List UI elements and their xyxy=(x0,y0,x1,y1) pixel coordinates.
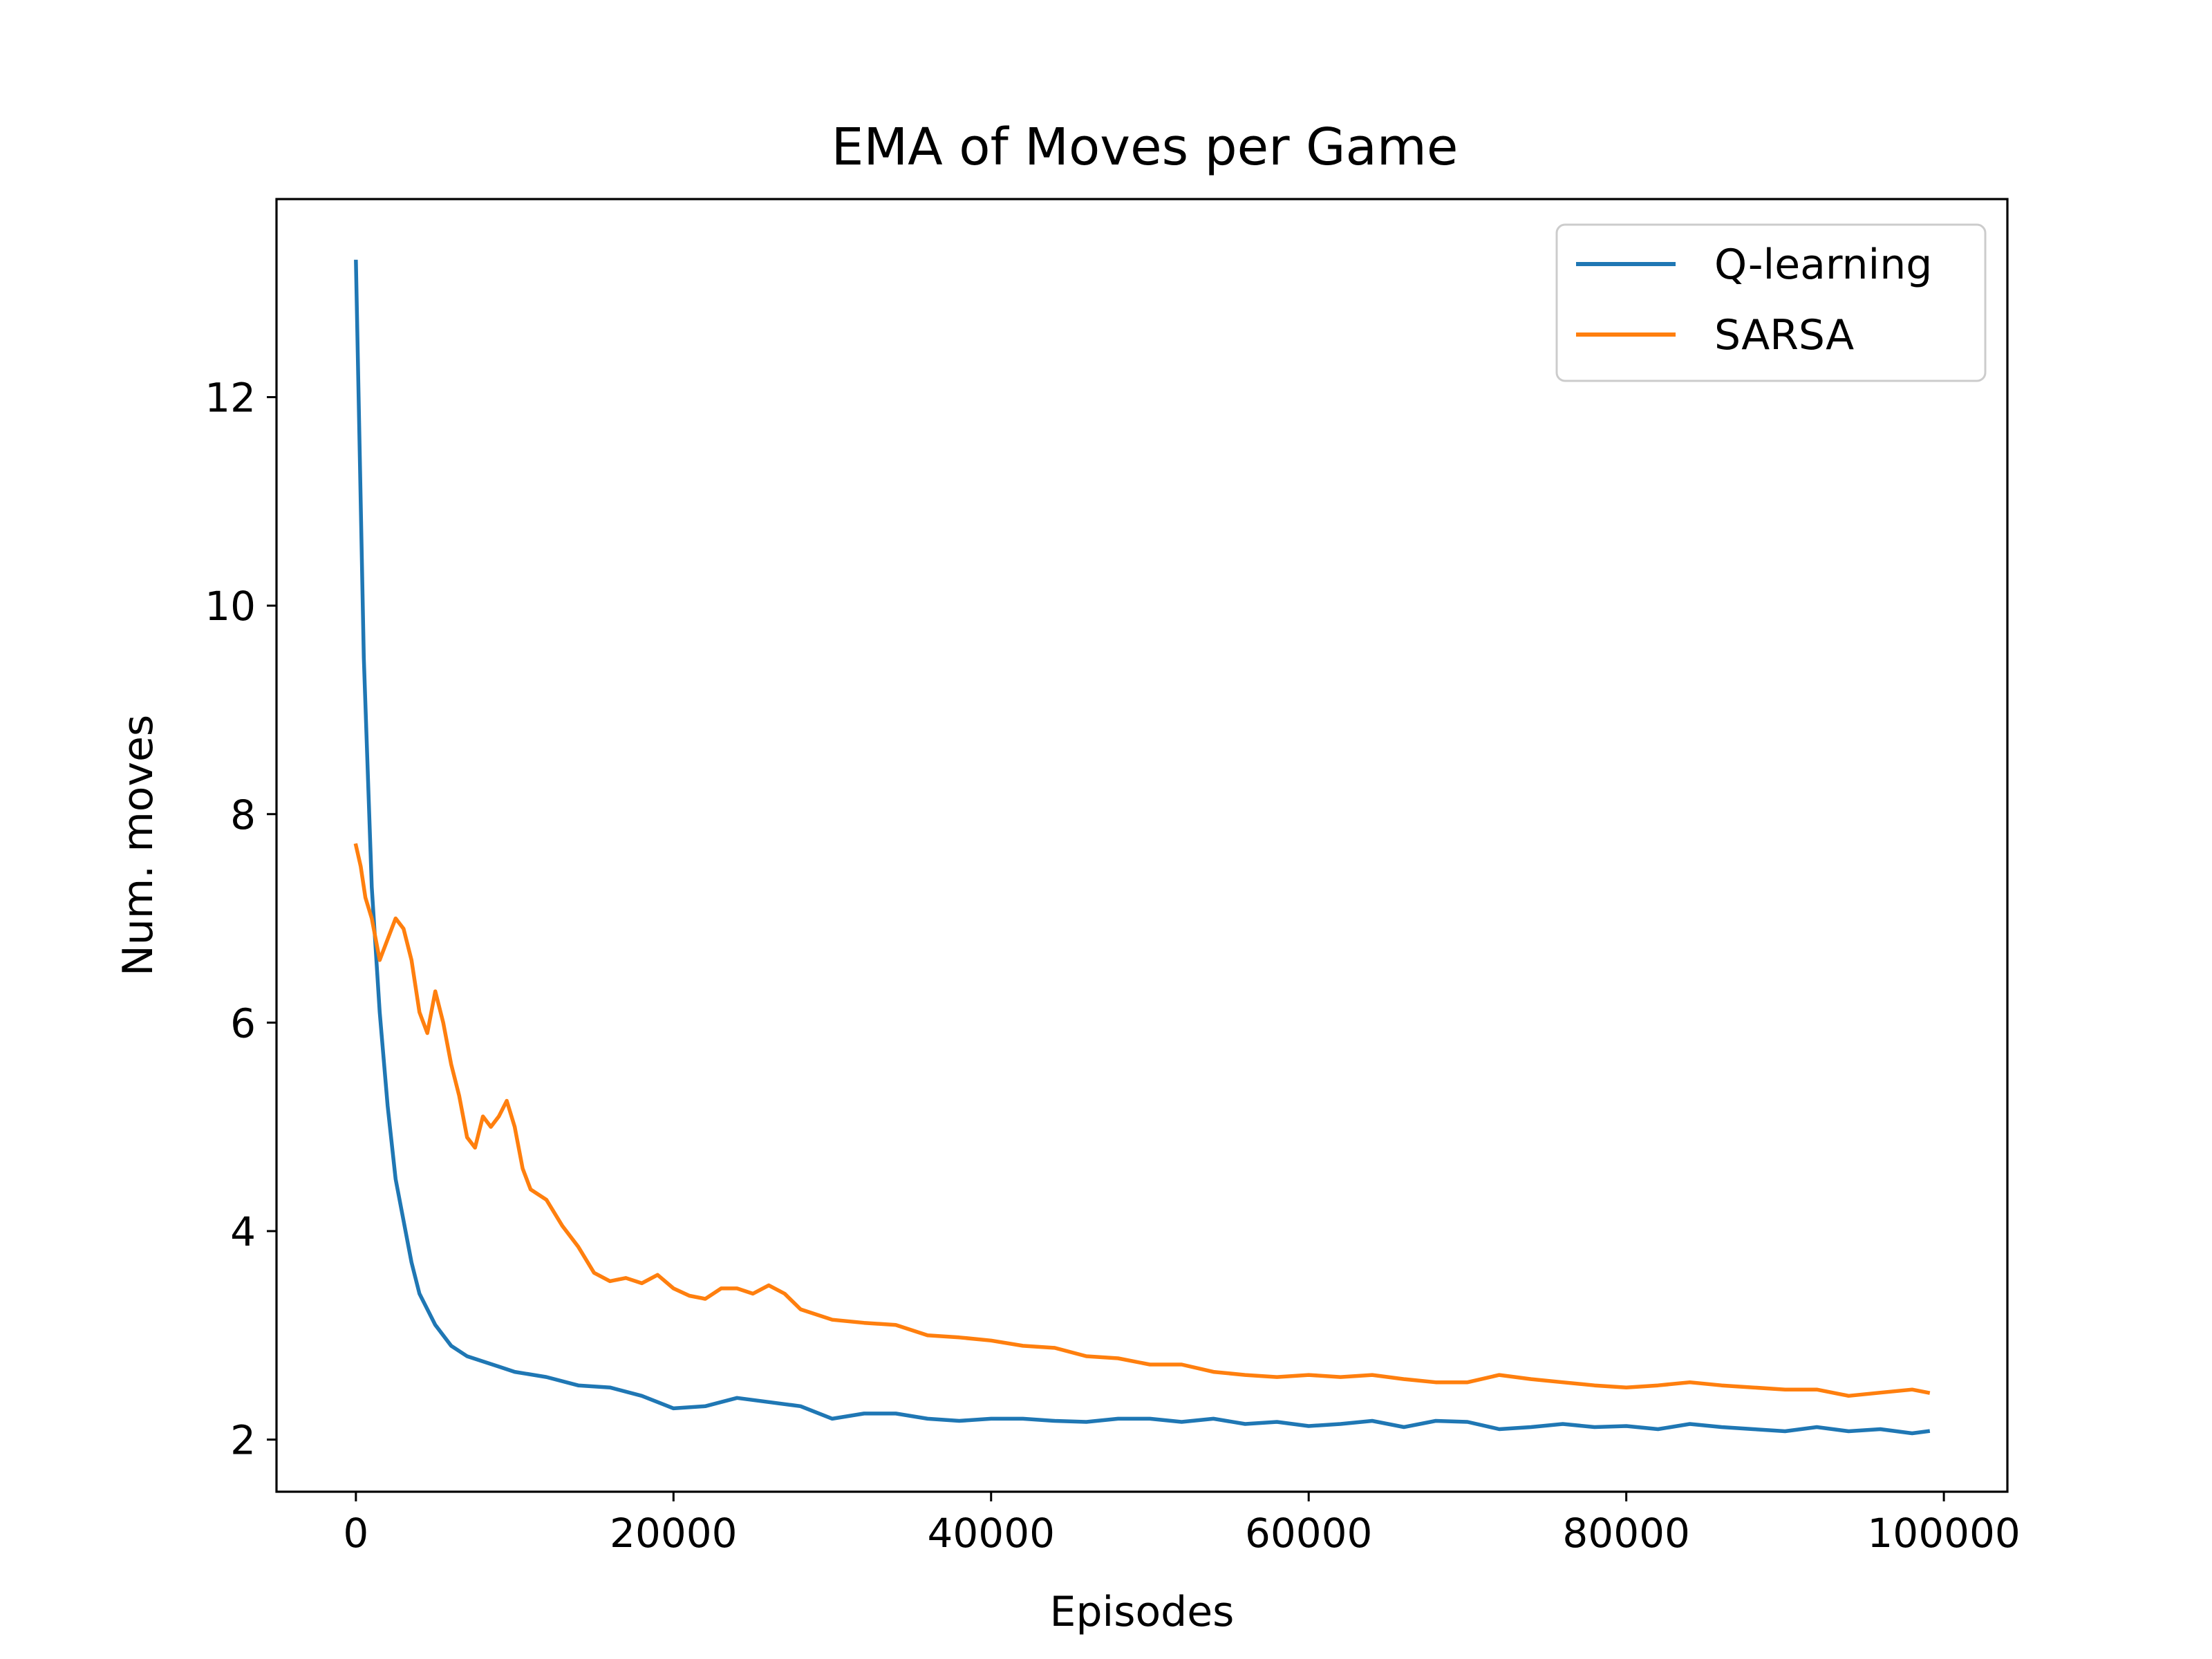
series-line-sarsa xyxy=(353,843,1931,1398)
x-tick-label: 80000 xyxy=(1562,1510,1690,1557)
y-tick-label: 8 xyxy=(230,791,256,838)
plot-frame xyxy=(275,198,2009,1493)
x-tick-label: 0 xyxy=(343,1510,368,1557)
legend-label-q-learning: Q-learning xyxy=(1714,241,1932,289)
x-tick-label: 100000 xyxy=(1867,1510,2020,1557)
x-tick-label: 40000 xyxy=(928,1510,1056,1557)
y-tick-label: 12 xyxy=(205,375,256,422)
lines-layer xyxy=(353,259,1931,1436)
plot-area xyxy=(276,199,2007,1492)
ticks-layer: 0 20000 40000 60000 80000 100000 2 4 6 8 10 12 xyxy=(205,375,2021,1557)
y-axis-label: Num. moves xyxy=(114,715,162,976)
y-tick-label: 4 xyxy=(230,1208,256,1255)
x-tick-label: 20000 xyxy=(610,1510,738,1557)
legend: Q-learning SARSA xyxy=(1555,223,1987,382)
chart-title: EMA of Moves per Game xyxy=(832,118,1459,177)
x-axis-label: Episodes xyxy=(1050,1588,1235,1636)
y-tick-label: 2 xyxy=(230,1417,256,1464)
series-line-q-learning xyxy=(354,259,1931,1436)
y-tick-label: 10 xyxy=(205,583,256,630)
y-tick-label: 6 xyxy=(230,1000,256,1047)
x-tick-label: 60000 xyxy=(1245,1510,1373,1557)
legend-label-sarsa: SARSA xyxy=(1714,311,1854,359)
